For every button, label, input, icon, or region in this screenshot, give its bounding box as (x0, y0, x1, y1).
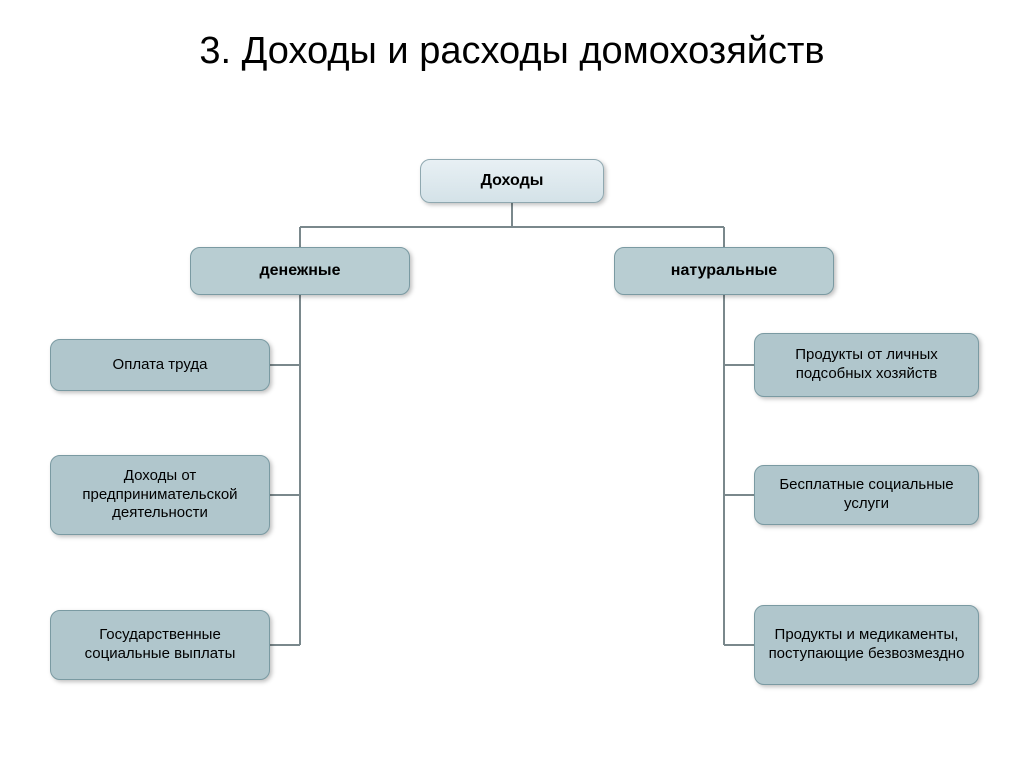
node-root: Доходы (420, 159, 604, 203)
node-branch-monetary: денежные (190, 247, 410, 295)
node-branch-natural: натуральные (614, 247, 834, 295)
node-leaf-free-medicine: Продукты и медикаменты, поступающие безв… (754, 605, 979, 685)
page-title: 3. Доходы и расходы домохозяйств (0, 0, 1024, 76)
node-leaf-wages: Оплата труда (50, 339, 270, 391)
node-leaf-free-services: Бесплатные социальные услуги (754, 465, 979, 525)
hierarchy-diagram: Доходы денежные натуральные Оплата труда… (0, 155, 1024, 755)
node-leaf-household-products: Продукты от личных подсобных хозяйств (754, 333, 979, 397)
node-leaf-gov-payments: Государственные социальные выплаты (50, 610, 270, 680)
node-leaf-entrepreneur: Доходы от предпринимательской деятельнос… (50, 455, 270, 535)
